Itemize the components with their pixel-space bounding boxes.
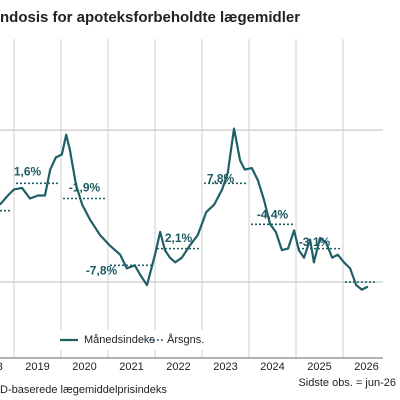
x-tick-label: 2024 — [260, 361, 284, 373]
legend-box — [55, 330, 215, 350]
last-observation-note: Sidste obs. = jun-26 — [298, 377, 396, 389]
legend-label: Årsgns. — [167, 333, 204, 346]
annual-growth-label: -7,8% — [86, 264, 118, 278]
x-tick-label: 2019 — [25, 361, 49, 373]
annual-growth-label: 7,8% — [207, 171, 235, 185]
x-tick-label: 2025 — [307, 361, 331, 373]
x-tick-label: 2023 — [213, 361, 237, 373]
chart-title: ndosis for apoteksforbeholdte lægemidler — [0, 9, 300, 26]
x-tick-label: 2021 — [119, 361, 143, 373]
x-tick-label: 2018 — [0, 361, 3, 373]
annual-growth-label: -1,9% — [69, 181, 101, 195]
monthly-index-line — [0, 127, 369, 291]
annual-growth-label: 1,6% — [14, 164, 42, 178]
annual-growth-label: -3,1% — [299, 235, 331, 249]
annual-growth-label: -4,4% — [257, 207, 289, 221]
annual-growth-label: 2,1% — [165, 231, 193, 245]
x-tick-label: 2022 — [166, 361, 190, 373]
legend-label: Månedsindeks — [84, 334, 155, 346]
source-note: D-baserede lægemiddelprisindeks — [0, 384, 167, 396]
x-tick-label: 2026 — [354, 361, 378, 373]
legend: Månedsindeks Årsgns. — [55, 330, 215, 350]
x-tick-label: 2020 — [72, 361, 96, 373]
